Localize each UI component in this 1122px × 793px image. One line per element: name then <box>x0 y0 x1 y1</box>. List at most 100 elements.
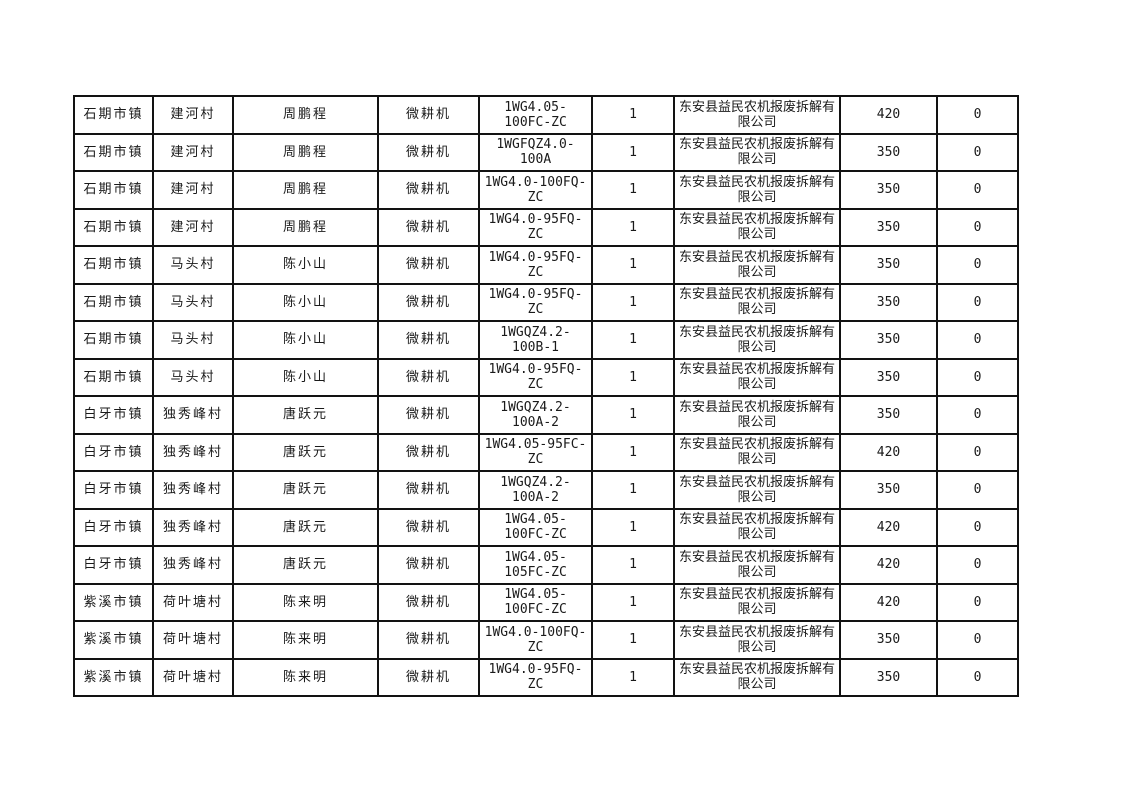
table-row: 石期市镇 建河村 周鹏程 微耕机 1WGFQZ4.0-100A 1 东安县益民农… <box>73 132 1019 172</box>
cell-owner: 陈来明 <box>232 582 379 622</box>
cell-subsidy-amount: 350 <box>839 620 938 660</box>
cell-village: 建河村 <box>152 132 234 172</box>
cell-quantity: 1 <box>591 245 675 285</box>
cell-quantity: 1 <box>591 320 675 360</box>
cell-machine-type: 微耕机 <box>377 620 480 660</box>
cell-quantity: 1 <box>591 395 675 435</box>
cell-owner: 唐跃元 <box>232 545 379 585</box>
cell-town: 白牙市镇 <box>73 545 154 585</box>
cell-amount-2: 0 <box>936 207 1019 247</box>
cell-subsidy-amount: 420 <box>839 545 938 585</box>
cell-town: 紫溪市镇 <box>73 582 154 622</box>
cell-recycling-company: 东安县益民农机报废拆解有限公司 <box>673 207 841 247</box>
cell-town: 白牙市镇 <box>73 432 154 472</box>
cell-machine-type: 微耕机 <box>377 95 480 135</box>
cell-town: 石期市镇 <box>73 170 154 210</box>
cell-recycling-company: 东安县益民农机报废拆解有限公司 <box>673 620 841 660</box>
cell-owner: 陈小山 <box>232 357 379 397</box>
cell-recycling-company: 东安县益民农机报废拆解有限公司 <box>673 132 841 172</box>
cell-machine-type: 微耕机 <box>377 582 480 622</box>
cell-amount-2: 0 <box>936 620 1019 660</box>
cell-model: 1WGQZ4.2-100A-2 <box>478 395 593 435</box>
cell-machine-type: 微耕机 <box>377 132 480 172</box>
cell-machine-type: 微耕机 <box>377 282 480 322</box>
cell-village: 建河村 <box>152 170 234 210</box>
cell-village: 荷叶塘村 <box>152 620 234 660</box>
cell-owner: 周鹏程 <box>232 95 379 135</box>
cell-subsidy-amount: 350 <box>839 470 938 510</box>
cell-model: 1WG4.05-100FC-ZC <box>478 95 593 135</box>
cell-town: 石期市镇 <box>73 320 154 360</box>
cell-village: 独秀峰村 <box>152 470 234 510</box>
cell-model: 1WG4.05-105FC-ZC <box>478 545 593 585</box>
cell-subsidy-amount: 350 <box>839 282 938 322</box>
cell-recycling-company: 东安县益民农机报废拆解有限公司 <box>673 357 841 397</box>
machinery-scrap-table: 石期市镇 建河村 周鹏程 微耕机 1WG4.05-100FC-ZC 1 东安县益… <box>73 95 1019 697</box>
cell-recycling-company: 东安县益民农机报废拆解有限公司 <box>673 170 841 210</box>
cell-owner: 唐跃元 <box>232 395 379 435</box>
cell-village: 马头村 <box>152 282 234 322</box>
cell-quantity: 1 <box>591 207 675 247</box>
cell-model: 1WG4.05-100FC-ZC <box>478 582 593 622</box>
cell-machine-type: 微耕机 <box>377 170 480 210</box>
cell-model: 1WG4.05-95FC-ZC <box>478 432 593 472</box>
cell-recycling-company: 东安县益民农机报废拆解有限公司 <box>673 432 841 472</box>
cell-amount-2: 0 <box>936 95 1019 135</box>
cell-quantity: 1 <box>591 132 675 172</box>
cell-machine-type: 微耕机 <box>377 207 480 247</box>
cell-owner: 周鹏程 <box>232 170 379 210</box>
cell-amount-2: 0 <box>936 132 1019 172</box>
cell-quantity: 1 <box>591 95 675 135</box>
cell-village: 建河村 <box>152 207 234 247</box>
cell-recycling-company: 东安县益民农机报废拆解有限公司 <box>673 95 841 135</box>
cell-subsidy-amount: 350 <box>839 395 938 435</box>
cell-owner: 陈小山 <box>232 245 379 285</box>
table-row: 石期市镇 建河村 周鹏程 微耕机 1WG4.0-100FQ-ZC 1 东安县益民… <box>73 170 1019 210</box>
cell-machine-type: 微耕机 <box>377 432 480 472</box>
cell-amount-2: 0 <box>936 507 1019 547</box>
cell-model: 1WGQZ4.2-100A-2 <box>478 470 593 510</box>
cell-amount-2: 0 <box>936 395 1019 435</box>
table-row: 石期市镇 马头村 陈小山 微耕机 1WG4.0-95FQ-ZC 1 东安县益民农… <box>73 282 1019 322</box>
table-row: 白牙市镇 独秀峰村 唐跃元 微耕机 1WGQZ4.2-100A-2 1 东安县益… <box>73 470 1019 510</box>
cell-owner: 唐跃元 <box>232 432 379 472</box>
cell-machine-type: 微耕机 <box>377 320 480 360</box>
cell-town: 石期市镇 <box>73 357 154 397</box>
cell-quantity: 1 <box>591 357 675 397</box>
cell-recycling-company: 东安县益民农机报废拆解有限公司 <box>673 582 841 622</box>
cell-village: 马头村 <box>152 357 234 397</box>
cell-village: 建河村 <box>152 95 234 135</box>
cell-town: 白牙市镇 <box>73 507 154 547</box>
cell-quantity: 1 <box>591 545 675 585</box>
cell-recycling-company: 东安县益民农机报废拆解有限公司 <box>673 282 841 322</box>
cell-model: 1WGQZ4.2-100B-1 <box>478 320 593 360</box>
table-row: 白牙市镇 独秀峰村 唐跃元 微耕机 1WG4.05-95FC-ZC 1 东安县益… <box>73 432 1019 472</box>
cell-machine-type: 微耕机 <box>377 395 480 435</box>
cell-recycling-company: 东安县益民农机报废拆解有限公司 <box>673 657 841 697</box>
cell-machine-type: 微耕机 <box>377 545 480 585</box>
cell-quantity: 1 <box>591 282 675 322</box>
cell-subsidy-amount: 420 <box>839 95 938 135</box>
table-row: 石期市镇 马头村 陈小山 微耕机 1WG4.0-95FQ-ZC 1 东安县益民农… <box>73 357 1019 397</box>
cell-subsidy-amount: 350 <box>839 320 938 360</box>
cell-village: 马头村 <box>152 245 234 285</box>
cell-village: 独秀峰村 <box>152 395 234 435</box>
cell-subsidy-amount: 350 <box>839 357 938 397</box>
cell-amount-2: 0 <box>936 170 1019 210</box>
cell-owner: 陈来明 <box>232 620 379 660</box>
cell-subsidy-amount: 420 <box>839 507 938 547</box>
cell-owner: 陈小山 <box>232 282 379 322</box>
table-row: 白牙市镇 独秀峰村 唐跃元 微耕机 1WG4.05-100FC-ZC 1 东安县… <box>73 507 1019 547</box>
cell-quantity: 1 <box>591 620 675 660</box>
table-row: 紫溪市镇 荷叶塘村 陈来明 微耕机 1WG4.0-100FQ-ZC 1 东安县益… <box>73 620 1019 660</box>
cell-machine-type: 微耕机 <box>377 470 480 510</box>
table-row: 紫溪市镇 荷叶塘村 陈来明 微耕机 1WG4.05-100FC-ZC 1 东安县… <box>73 582 1019 622</box>
cell-quantity: 1 <box>591 657 675 697</box>
cell-recycling-company: 东安县益民农机报废拆解有限公司 <box>673 395 841 435</box>
cell-owner: 周鹏程 <box>232 132 379 172</box>
cell-model: 1WG4.0-100FQ-ZC <box>478 620 593 660</box>
cell-village: 独秀峰村 <box>152 432 234 472</box>
cell-subsidy-amount: 350 <box>839 207 938 247</box>
table-row: 白牙市镇 独秀峰村 唐跃元 微耕机 1WG4.05-105FC-ZC 1 东安县… <box>73 545 1019 585</box>
cell-model: 1WG4.0-95FQ-ZC <box>478 282 593 322</box>
